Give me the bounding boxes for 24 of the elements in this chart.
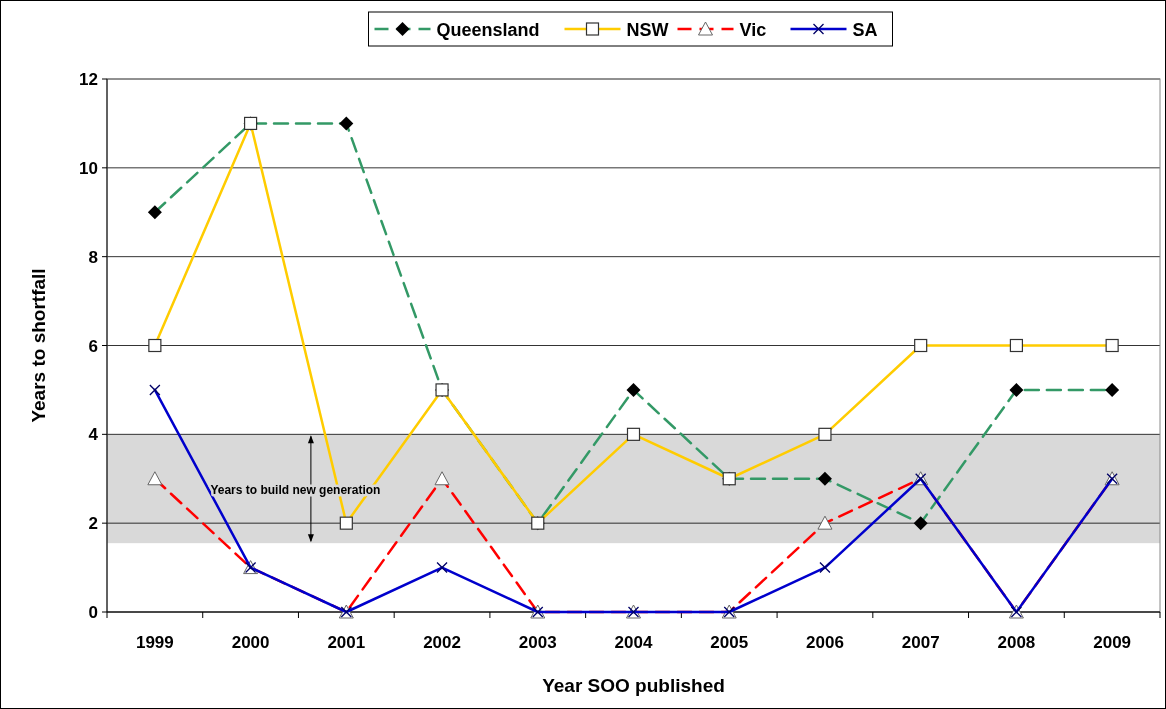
x-tick-label: 1999	[135, 633, 174, 652]
x-tick-label: 2008	[997, 633, 1036, 652]
x-axis-title: Year SOO published	[542, 675, 725, 696]
x-tick-label: 2005	[710, 633, 749, 652]
x-tick-label: 2004	[614, 633, 653, 652]
x-tick-label: 2006	[806, 633, 844, 652]
y-tick-label: 6	[88, 336, 98, 356]
legend-label: Queensland	[436, 20, 540, 40]
legend-label: SA	[852, 20, 878, 40]
y-tick-label: 0	[88, 603, 98, 622]
y-tick-label: 8	[88, 247, 98, 267]
x-tick-label: 2007	[901, 633, 940, 652]
x-tick-label: 2003	[518, 633, 557, 652]
legend-label: NSW	[626, 20, 669, 40]
y-tick-label: 10	[79, 158, 98, 178]
y-tick-label: 4	[88, 425, 99, 445]
y-tick-label: 12	[79, 70, 98, 89]
x-tick-label: 2009	[1093, 633, 1132, 652]
legend-label: Vic	[739, 20, 767, 40]
x-tick-label: 2002	[423, 633, 461, 652]
y-axis-title: Years to shortfall	[28, 268, 49, 423]
y-tick-label: 2	[88, 514, 98, 534]
x-tick-label: 2000	[231, 633, 270, 652]
x-tick-label: 2001	[327, 633, 366, 652]
